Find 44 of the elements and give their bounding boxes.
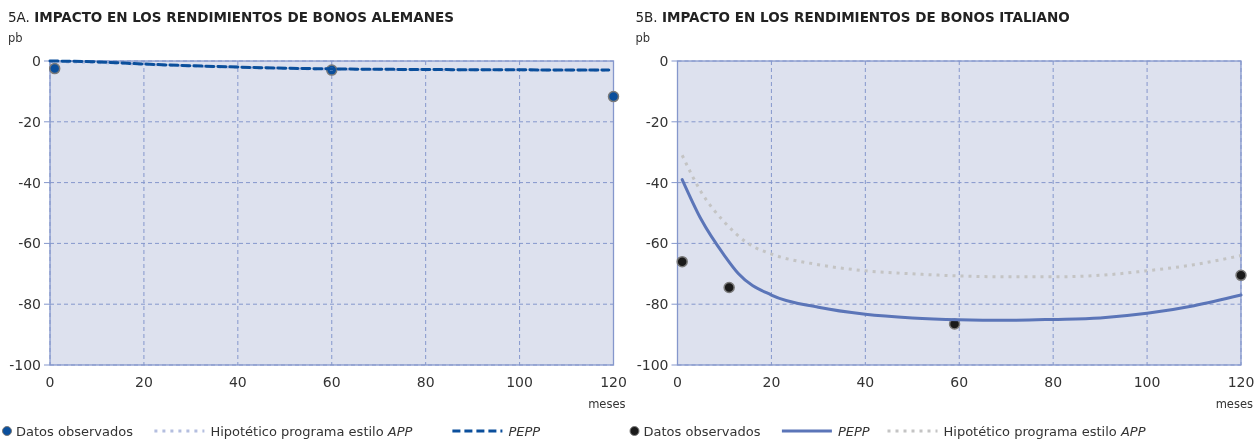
x-tick-label: 60 (950, 374, 969, 390)
chart-title: 5A. IMPACTO EN LOS RENDIMIENTOS DE BONOS ALEMANES (8, 9, 454, 25)
y-tick-label: -80 (645, 296, 669, 313)
y-tick-label: -40 (645, 174, 669, 191)
x-axis-title: meses (1215, 397, 1253, 411)
y-tick-label: 0 (32, 53, 41, 69)
x-tick-label: 20 (762, 374, 781, 390)
y-tick-label: -100 (9, 357, 41, 373)
y-tick-label: -80 (18, 296, 41, 313)
legend-label: Datos observados (643, 424, 761, 439)
x-tick-label: 120 (1227, 374, 1255, 390)
x-tick-label: 40 (856, 374, 875, 390)
y-tick-label: -20 (18, 113, 41, 130)
line-series (680, 153, 1243, 279)
x-tick-label: 80 (416, 374, 435, 390)
x-tick-label: 100 (506, 374, 533, 390)
point (676, 255, 688, 268)
y-tick-label: -100 (636, 357, 669, 373)
legend-label: PEPP (508, 424, 541, 439)
x-tick-label: 60 (322, 374, 341, 390)
x-tick-label: 120 (600, 374, 627, 390)
point (48, 62, 61, 75)
y-tick-label: 0 (659, 53, 669, 69)
x-tick-label: 0 (673, 374, 682, 390)
y-tick-label: -60 (18, 235, 41, 252)
x-axis-title: meses (588, 397, 626, 411)
y-axis-title: pb (8, 31, 23, 45)
y-tick-label: -20 (645, 113, 669, 130)
x-tick-label: 0 (45, 374, 55, 390)
chart-title: 5B. IMPACTO EN LOS RENDIMIENTOS DE BONOS ITALIANO (635, 9, 1070, 25)
legend-label: Hipotético programa estilo APP (210, 424, 413, 439)
y-tick-label: -40 (18, 174, 41, 191)
point (723, 281, 735, 294)
y-tick-label: -60 (645, 235, 669, 252)
point (607, 90, 620, 103)
x-tick-label: 100 (1133, 374, 1161, 390)
legend-label: PEPP (837, 424, 870, 439)
legend-label: Datos observados (16, 424, 134, 439)
point (1235, 269, 1247, 282)
y-axis-title: pb (635, 31, 651, 45)
x-tick-label: 20 (135, 374, 153, 390)
legend-label: Hipotético programa estilo APP (943, 424, 1146, 439)
x-tick-label: 80 (1044, 374, 1063, 390)
x-tick-label: 40 (228, 374, 247, 390)
